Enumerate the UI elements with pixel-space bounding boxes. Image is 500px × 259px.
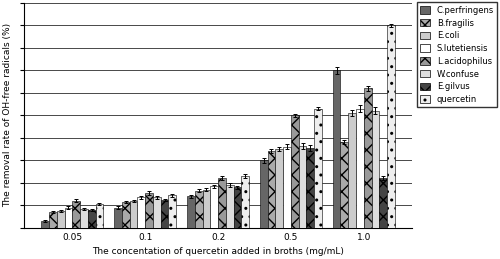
Bar	[298, 146, 306, 228]
Bar	[138, 197, 145, 228]
Bar	[49, 212, 57, 228]
Bar	[64, 207, 72, 228]
Bar	[194, 191, 202, 228]
Bar	[260, 160, 268, 228]
Bar	[72, 201, 80, 228]
Bar	[114, 207, 122, 228]
Bar	[57, 211, 64, 228]
Bar	[96, 204, 104, 228]
Bar	[306, 148, 314, 228]
Legend: C.perfringens, B.fragilis, E.coli, S.lutetiensis, L.acidophilus, W.confuse, E.gi: C.perfringens, B.fragilis, E.coli, S.lut…	[416, 2, 497, 107]
Bar	[356, 109, 364, 228]
Bar	[218, 178, 226, 228]
X-axis label: The concentation of quercetin added in broths (mg/mL): The concentation of quercetin added in b…	[92, 247, 344, 256]
Bar	[234, 187, 241, 228]
Bar	[130, 201, 138, 228]
Bar	[387, 25, 395, 228]
Bar	[122, 202, 130, 228]
Bar	[291, 115, 298, 228]
Bar	[88, 210, 96, 228]
Bar	[210, 186, 218, 228]
Bar	[187, 196, 194, 228]
Bar	[80, 209, 88, 228]
Bar	[364, 88, 372, 228]
Bar	[372, 111, 380, 228]
Bar	[340, 142, 348, 228]
Bar	[145, 193, 153, 228]
Bar	[348, 113, 356, 228]
Bar	[42, 221, 49, 228]
Bar	[332, 70, 340, 228]
Bar	[160, 200, 168, 228]
Bar	[283, 147, 291, 228]
Bar	[242, 176, 249, 228]
Y-axis label: The removal rate of OH-free radicals (%): The removal rate of OH-free radicals (%)	[3, 23, 12, 207]
Bar	[202, 190, 210, 228]
Bar	[314, 109, 322, 228]
Bar	[380, 178, 387, 228]
Bar	[268, 151, 276, 228]
Bar	[226, 185, 234, 228]
Bar	[276, 149, 283, 228]
Bar	[153, 197, 160, 228]
Bar	[168, 195, 176, 228]
